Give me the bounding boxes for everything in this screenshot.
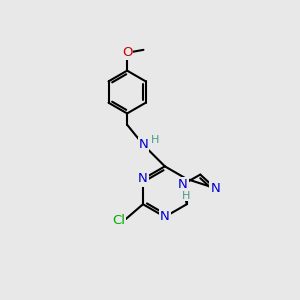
Text: O: O <box>122 46 132 59</box>
Text: N: N <box>139 138 148 152</box>
Text: Cl: Cl <box>112 214 125 227</box>
Text: N: N <box>210 182 220 195</box>
Text: N: N <box>138 172 148 185</box>
Text: N: N <box>160 210 170 224</box>
Text: H: H <box>151 135 159 145</box>
Text: H: H <box>182 191 190 201</box>
Text: N: N <box>178 178 188 191</box>
